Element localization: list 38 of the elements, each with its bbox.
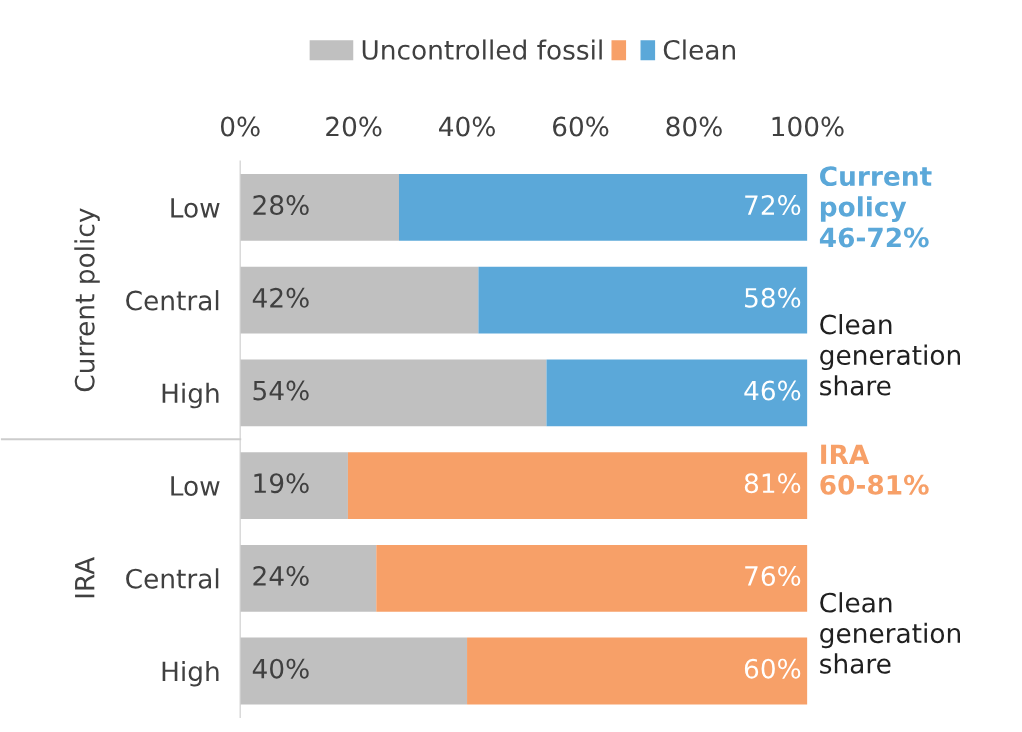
data-label: 60% xyxy=(744,658,801,679)
x-tick-label: 20% xyxy=(326,116,382,137)
y-tick-label: Low xyxy=(171,476,220,496)
y-tick-label: Central xyxy=(126,290,219,311)
y-tick-label: High xyxy=(162,382,219,409)
text: Current policy 46-72% xyxy=(819,166,932,248)
bar xyxy=(546,359,808,427)
x-tick-label: 100% xyxy=(772,116,844,137)
text: Clean generation share xyxy=(820,314,960,396)
y-tick-label: Central xyxy=(126,568,219,589)
text: IRA 60-81% xyxy=(820,444,929,495)
legend-label: Uncontrolled fossil xyxy=(362,39,602,60)
text: IRA xyxy=(75,556,95,598)
data-label: 58% xyxy=(745,287,801,308)
text: Current policy xyxy=(74,208,100,392)
data-label: 19% xyxy=(254,473,309,494)
bar xyxy=(478,266,808,334)
bar xyxy=(467,637,808,705)
x-tick-label: 60% xyxy=(553,116,609,137)
bar xyxy=(398,174,808,241)
data-label: 42% xyxy=(252,287,309,308)
x-tick-label: 40% xyxy=(439,116,495,137)
y-tick-label: Low xyxy=(171,198,220,218)
data-label: 81% xyxy=(744,473,801,494)
bar xyxy=(347,452,808,519)
text: Clean generation share xyxy=(820,592,960,674)
data-label: 76% xyxy=(745,565,801,586)
bar xyxy=(376,544,808,612)
data-label: 40% xyxy=(252,658,309,679)
x-tick-label: 0% xyxy=(220,116,260,137)
legend-label: Clean xyxy=(663,39,735,60)
y-tick-label: High xyxy=(162,660,219,687)
data-label: 72% xyxy=(745,195,801,216)
data-label: 24% xyxy=(253,565,309,586)
data-label: 54% xyxy=(253,380,309,401)
data-label: 28% xyxy=(253,195,309,216)
x-tick-label: 80% xyxy=(666,116,722,137)
data-label: 46% xyxy=(744,380,801,401)
